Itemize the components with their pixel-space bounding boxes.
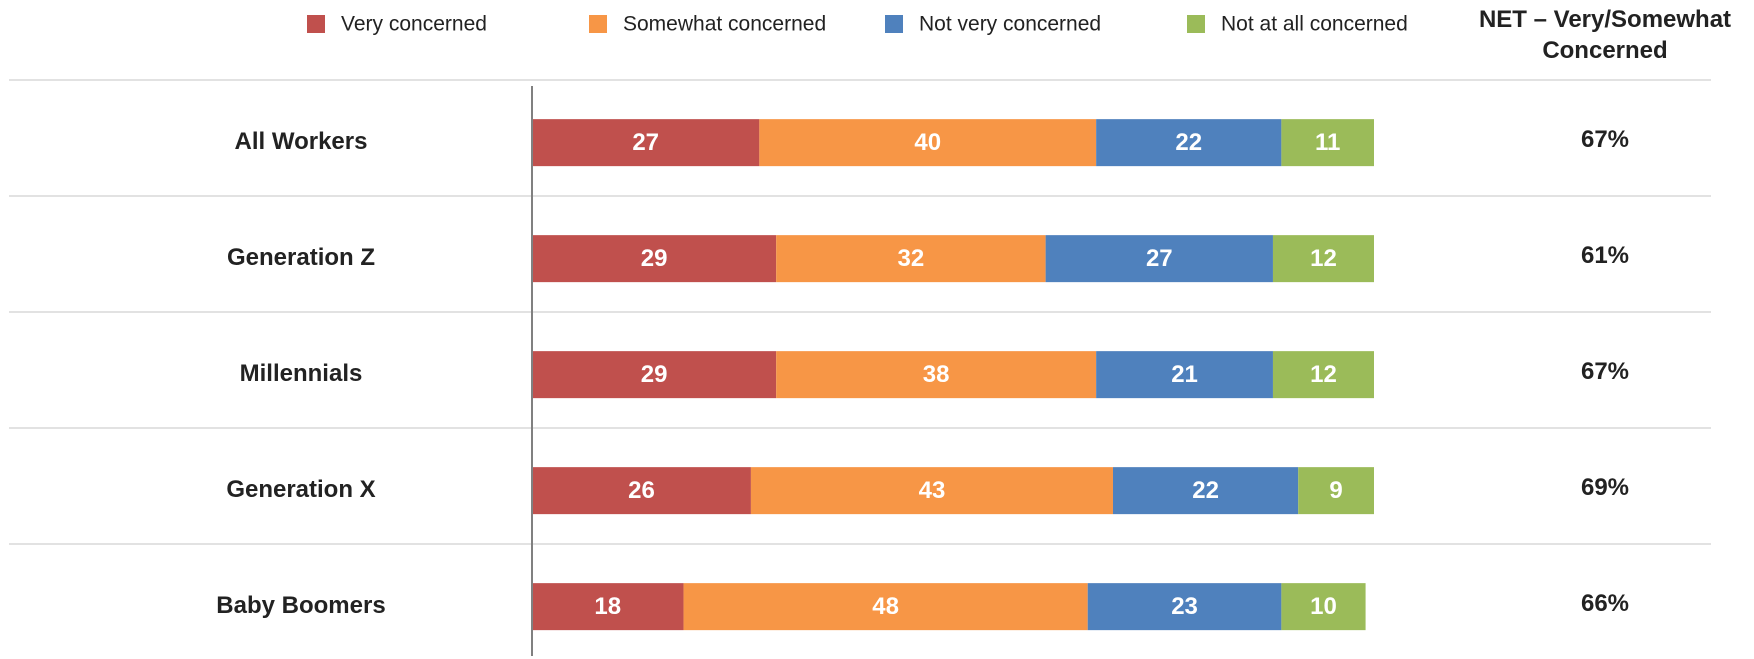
data-label: 48 <box>872 593 899 620</box>
data-label: 23 <box>1171 593 1198 620</box>
data-label: 9 <box>1329 477 1342 504</box>
data-label: 43 <box>919 477 946 504</box>
bar-segment <box>1087 583 1282 631</box>
data-label: 38 <box>923 361 950 388</box>
bar-segment <box>532 583 684 631</box>
bar-segment <box>532 235 777 283</box>
bar-segment <box>1272 351 1374 399</box>
data-label: 22 <box>1175 129 1202 156</box>
net-value: 67% <box>1581 126 1629 153</box>
data-label: 22 <box>1192 477 1219 504</box>
bar-segment <box>1096 119 1282 167</box>
legend-swatch <box>589 15 607 33</box>
net-value: 66% <box>1581 590 1629 617</box>
bar-segment <box>1112 467 1299 515</box>
bar-segment <box>683 583 1088 631</box>
legend-swatch <box>885 15 903 33</box>
bar-segment <box>532 351 777 399</box>
net-column-title: NET – Very/Somewhat Concerned <box>1478 6 1732 64</box>
data-label: 29 <box>641 245 668 272</box>
bar-segment <box>532 467 751 515</box>
bar-segment <box>532 119 760 167</box>
data-label: 18 <box>594 593 621 620</box>
category-label: Baby Boomers <box>216 592 385 619</box>
bar-segment <box>1281 119 1374 167</box>
bar-segment <box>1096 351 1273 399</box>
bar-segment <box>759 119 1097 167</box>
legend-swatch <box>1187 15 1205 33</box>
legend-label: Somewhat concerned <box>623 13 826 36</box>
bar-segment <box>1281 583 1366 631</box>
net-value: 61% <box>1581 242 1629 269</box>
net-value: 69% <box>1581 474 1629 501</box>
data-label: 26 <box>628 477 655 504</box>
data-label: 32 <box>898 245 925 272</box>
data-label: 27 <box>632 129 659 156</box>
bar-segment <box>1298 467 1374 515</box>
category-label: Millennials <box>240 360 363 387</box>
category-label: Generation X <box>226 476 375 503</box>
data-label: 27 <box>1146 245 1173 272</box>
data-label: 12 <box>1310 245 1337 272</box>
bar-segment <box>776 351 1097 399</box>
bar-segment <box>776 235 1046 283</box>
category-label: Generation Z <box>227 244 375 271</box>
data-label: 11 <box>1315 129 1340 156</box>
data-label: 21 <box>1171 361 1198 388</box>
data-label: 29 <box>641 361 668 388</box>
bar-segment <box>1272 235 1374 283</box>
data-label: 40 <box>914 129 941 156</box>
legend-label: Very concerned <box>341 13 487 36</box>
legend-label: Not at all concerned <box>1221 13 1408 36</box>
bar-segment <box>750 467 1113 515</box>
data-label: 12 <box>1310 361 1337 388</box>
net-value: 67% <box>1581 358 1629 385</box>
category-label: All Workers <box>235 128 368 155</box>
legend-swatch <box>307 15 325 33</box>
bar-segment <box>1045 235 1273 283</box>
legend-label: Not very concerned <box>919 13 1101 36</box>
data-label: 10 <box>1310 593 1337 620</box>
